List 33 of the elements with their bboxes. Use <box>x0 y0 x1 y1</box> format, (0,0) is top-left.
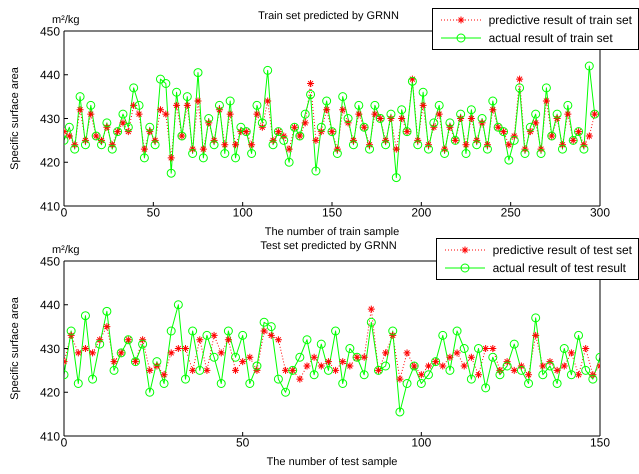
y-tick-label: 420 <box>40 386 60 400</box>
x-axis-title: The number of train sample <box>264 226 400 238</box>
chart-title: Train set predicted by GRNN <box>258 10 399 22</box>
x-tick-label: 150 <box>590 436 610 450</box>
x-tick-label: 300 <box>590 206 610 220</box>
y-tick-label: 450 <box>40 254 60 268</box>
y-tick-label: 450 <box>40 24 60 38</box>
y-tick-label: 420 <box>40 156 60 170</box>
x-tick-label: 200 <box>411 206 432 220</box>
legend-label: predictive result of train set <box>488 12 632 29</box>
x-tick-label: 50 <box>236 436 250 450</box>
x-tick-label: 100 <box>232 206 253 220</box>
chart-title: Test set predicted by GRNN <box>260 240 397 252</box>
x-tick-label: 100 <box>411 436 432 450</box>
x-tick-label: 150 <box>322 206 342 220</box>
y-axis-title: Specific surface area <box>8 296 21 400</box>
y-tick-label: 430 <box>40 342 60 356</box>
y-tick-label: 410 <box>40 199 60 214</box>
y-tick-label: 440 <box>40 298 60 312</box>
y-tick-label: 430 <box>40 112 60 126</box>
text: m²/kg <box>52 244 80 256</box>
x-tick-label: 0 <box>60 206 68 220</box>
x-tick-label: 250 <box>500 206 521 220</box>
y-tick-label: 410 <box>40 429 60 444</box>
legend-label: actual result of train set <box>488 30 614 47</box>
x-tick-label: 50 <box>146 206 160 220</box>
y-axis-title: Specific surface area <box>8 66 21 170</box>
legend-label: actual result of test result <box>492 260 627 277</box>
x-axis-title: The number of test sample <box>266 456 398 468</box>
text: m²/kg <box>52 14 80 26</box>
x-tick-label: 0 <box>60 436 68 450</box>
y-tick-label: 440 <box>40 68 60 82</box>
legend-label: predictive result of test set <box>492 242 632 259</box>
